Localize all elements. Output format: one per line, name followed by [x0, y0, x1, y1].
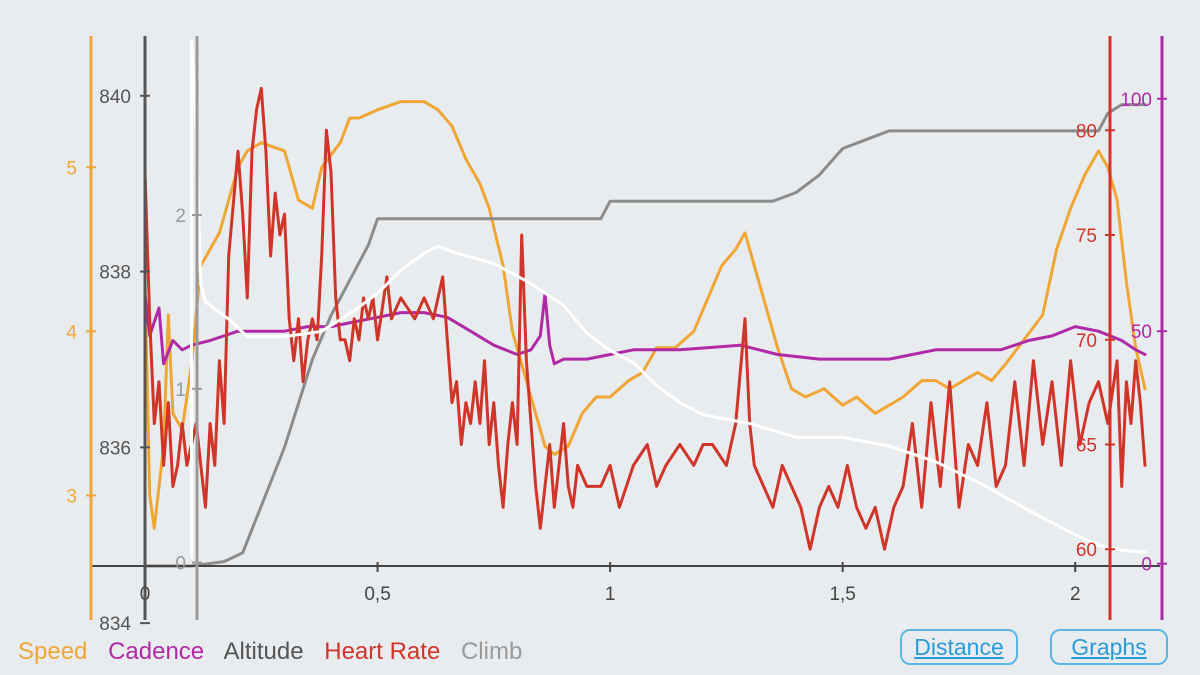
- legend-heart-rate[interactable]: Heart Rate: [324, 638, 441, 665]
- chart-legend: Speed Cadence Altitude Heart Rate Climb: [18, 638, 536, 666]
- series-line-climb: [190, 39, 1147, 559]
- distance-button[interactable]: Distance: [900, 629, 1018, 665]
- series-line-altitude: [143, 103, 1147, 568]
- y-tick-label-altitude: 836: [99, 438, 131, 459]
- y-tick-label-heart-rate: 75: [1076, 226, 1097, 247]
- x-tick-label: 1: [605, 584, 616, 605]
- y-tick-label-speed: 5: [66, 158, 77, 179]
- x-tick-label: 2: [1070, 584, 1081, 605]
- y-tick-label-climb: 2: [175, 206, 186, 227]
- legend-speed[interactable]: Speed: [18, 638, 88, 665]
- y-tick-label-heart-rate: 60: [1076, 540, 1097, 561]
- y-tick-label-speed: 4: [66, 322, 77, 343]
- y-tick-label-speed: 3: [66, 486, 77, 507]
- y-tick-label-heart-rate: 70: [1076, 331, 1097, 352]
- y-tick-label-altitude: 838: [99, 263, 131, 284]
- y-tick-label-climb: 0: [175, 554, 186, 575]
- x-tick-label: 1,5: [829, 584, 855, 605]
- x-tick-label: 0,5: [364, 584, 390, 605]
- series-layer: [143, 39, 1147, 568]
- series-line-speed: [143, 100, 1147, 530]
- series-line-heart-rate: [143, 86, 1147, 551]
- series-line-cadence: [143, 292, 1147, 366]
- legend-altitude[interactable]: Altitude: [223, 638, 304, 665]
- y-tick-label-climb: 1: [175, 380, 186, 401]
- y-tick-label-cadence: 0: [1141, 555, 1152, 576]
- axis-layer: 00,511,523458348368388400126065707580050…: [66, 36, 1167, 635]
- graphs-button[interactable]: Graphs: [1050, 629, 1168, 665]
- y-tick-label-cadence: 50: [1131, 322, 1152, 343]
- legend-cadence[interactable]: Cadence: [108, 638, 205, 665]
- y-tick-label-heart-rate: 80: [1076, 121, 1097, 142]
- legend-climb[interactable]: Climb: [460, 638, 523, 665]
- y-tick-label-cadence: 100: [1120, 90, 1152, 111]
- y-tick-label-altitude: 840: [99, 87, 131, 108]
- y-tick-label-altitude: 834: [99, 614, 131, 635]
- y-tick-label-heart-rate: 65: [1076, 435, 1097, 456]
